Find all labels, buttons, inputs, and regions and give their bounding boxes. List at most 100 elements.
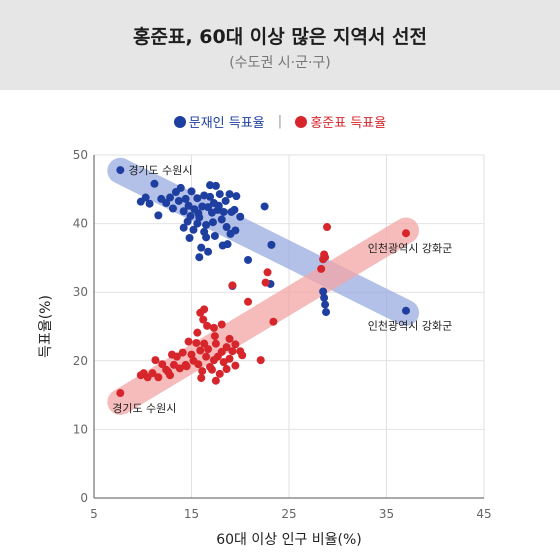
data-points	[116, 166, 410, 398]
point-hong	[154, 373, 163, 382]
point-hong	[263, 268, 272, 277]
point-moon	[236, 212, 245, 221]
annotation-red-end: 인천광역시 강화군	[368, 241, 452, 255]
point-hong	[204, 345, 213, 354]
legend-item-moon: 문재인 득표율	[173, 112, 265, 131]
point-hong	[197, 373, 206, 382]
point-hong	[198, 367, 207, 376]
point-hong	[231, 340, 240, 349]
point-hong	[269, 317, 278, 326]
point-hong	[193, 328, 202, 337]
point-hong	[317, 264, 326, 273]
point-moon	[231, 226, 240, 235]
point-moon	[321, 300, 330, 309]
point-hong	[194, 360, 203, 369]
point-moon	[187, 187, 196, 196]
point-hong	[192, 338, 201, 347]
point-hong	[196, 346, 205, 355]
point-moon	[197, 243, 206, 252]
point-moon	[320, 293, 329, 302]
y-tick-label: 20	[73, 354, 88, 368]
point-moon	[260, 202, 269, 211]
annotation-red-start: 경기도 수원시	[112, 402, 176, 415]
point-moon	[166, 193, 175, 202]
legend-label-hong: 홍준표 득표율	[310, 116, 387, 131]
chart-title: 홍준표, 60대 이상 많은 지역서 선전	[133, 26, 427, 48]
point-hong	[199, 315, 208, 324]
annotations: 경기도 수원시 인천광역시 강화군 인천광역시 강화군 경기도 수원시	[112, 164, 452, 415]
y-tick-label: 0	[80, 491, 88, 505]
point-hong	[151, 356, 160, 365]
point-moon	[204, 247, 213, 256]
point-hong	[225, 334, 234, 343]
point-hong	[215, 369, 224, 378]
point-hong	[175, 364, 184, 373]
point-moon	[217, 215, 226, 224]
point-moon	[202, 220, 211, 229]
point-moon	[195, 253, 204, 262]
point-hong	[323, 223, 332, 232]
point-hong	[244, 297, 253, 306]
point-hong	[217, 347, 226, 356]
point-hong	[238, 351, 247, 360]
point-hong	[169, 360, 178, 369]
point-moon	[198, 202, 207, 211]
point-hong	[164, 367, 173, 376]
point-moon	[322, 308, 331, 317]
point-moon	[215, 190, 224, 199]
point-moon	[200, 227, 209, 236]
legend-label-moon: 문재인 득표율	[188, 116, 265, 131]
point-hong	[219, 358, 228, 367]
point-moon	[193, 194, 202, 203]
y-tick-label: 40	[73, 217, 88, 231]
point-moon	[223, 240, 232, 249]
point-moon	[219, 207, 228, 216]
point-moon	[174, 196, 183, 205]
point-hong	[211, 339, 220, 348]
point-moon	[141, 193, 150, 202]
legend-item-hong: 홍준표 득표율	[295, 112, 386, 131]
annotation-blue-start: 경기도 수원시	[128, 164, 192, 177]
point-moon	[267, 240, 276, 249]
point-hong	[217, 320, 226, 329]
point-hong	[139, 369, 148, 378]
point-moon	[145, 199, 154, 208]
header-band	[0, 0, 560, 90]
x-axis-label: 60대 이상 인구 비율(%)	[216, 532, 362, 548]
point-moon	[181, 194, 190, 203]
y-tick-label: 30	[73, 285, 88, 299]
point-hong	[148, 369, 157, 378]
point-hong	[182, 362, 191, 371]
legend: 문재인 득표율 | 홍준표 득표율	[0, 112, 560, 131]
point-hong	[203, 321, 212, 330]
point-moon	[154, 211, 163, 220]
point-hong	[178, 348, 187, 357]
point-hong	[321, 253, 330, 262]
point-moon	[193, 219, 202, 228]
point-hong	[184, 337, 193, 346]
point-hong	[202, 352, 211, 361]
point-moon	[179, 223, 188, 232]
y-axis-label: 득표율(%)	[38, 295, 54, 358]
point-hong	[210, 332, 219, 341]
point-moon	[244, 255, 253, 264]
point-moon	[184, 201, 193, 210]
annotation-blue-end: 인천광역시 강화군	[368, 319, 452, 333]
point-moon	[176, 183, 185, 192]
point-hong	[228, 281, 237, 290]
point-hong	[211, 376, 220, 385]
x-tick-label: 15	[184, 507, 199, 521]
point-moon	[232, 192, 241, 201]
point-moon	[319, 287, 328, 296]
point-hong	[228, 347, 237, 356]
point-moon	[206, 181, 215, 190]
point-hong	[200, 305, 209, 314]
x-tick-label: 35	[379, 507, 394, 521]
x-tick-label: 5	[90, 507, 98, 521]
y-tick-label: 50	[73, 148, 88, 162]
y-tick-label: 10	[73, 422, 88, 436]
point-hong	[187, 350, 196, 359]
point-moon	[168, 204, 177, 213]
point-moon	[402, 306, 410, 315]
